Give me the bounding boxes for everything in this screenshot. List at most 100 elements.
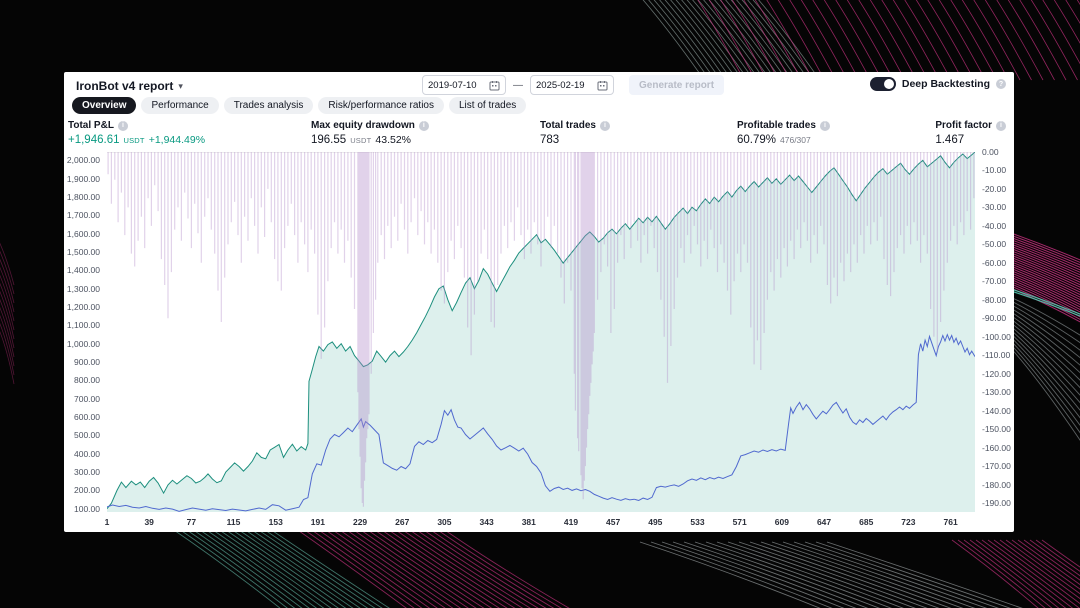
decoration-line bbox=[648, 0, 706, 75]
decoration-line bbox=[0, 282, 15, 331]
stat-value: +1,946.61 bbox=[68, 134, 120, 146]
axis-tick-label: 1,400.00 bbox=[66, 265, 100, 276]
tab-trades-analysis[interactable]: Trades analysis bbox=[223, 97, 314, 114]
decoration-line bbox=[697, 0, 756, 75]
axis-tick-label: -90.00 bbox=[982, 313, 1007, 324]
axis-tick-label: 1,500.00 bbox=[66, 247, 100, 258]
decoration-line bbox=[1007, 242, 1080, 273]
decoration-line bbox=[0, 323, 15, 376]
axis-tick-label: 200.00 bbox=[74, 485, 100, 496]
date-range-separator: — bbox=[513, 79, 523, 91]
info-icon[interactable]: i bbox=[996, 120, 1006, 131]
axis-tick-label: 1,600.00 bbox=[66, 228, 100, 239]
stat-label: Profitable trades bbox=[737, 120, 816, 131]
axis-tick-label: 400.00 bbox=[74, 448, 100, 459]
info-icon[interactable]: i bbox=[599, 120, 610, 131]
axis-tick-label: 533 bbox=[690, 517, 705, 527]
axis-tick-label: 723 bbox=[901, 517, 916, 527]
axis-tick-label: -60.00 bbox=[982, 257, 1007, 268]
decoration-line bbox=[1007, 330, 1080, 411]
axis-tick-label: 685 bbox=[859, 517, 874, 527]
decoration-line bbox=[692, 0, 750, 75]
decoration-line bbox=[1007, 260, 1080, 293]
axis-tick-label: -40.00 bbox=[982, 220, 1007, 231]
calendar-icon bbox=[489, 80, 500, 90]
decoration-line bbox=[361, 525, 485, 608]
decoration-line bbox=[999, 539, 1080, 600]
decoration-line bbox=[1007, 244, 1080, 276]
decoration-line bbox=[716, 541, 904, 608]
stat-value: 196.55 bbox=[311, 134, 347, 146]
info-icon[interactable]: i bbox=[819, 120, 830, 131]
decoration-line bbox=[686, 0, 745, 75]
decoration-line bbox=[1007, 262, 1080, 296]
chevron-down-icon: ▾ bbox=[178, 80, 183, 91]
date-to-value: 2025-02-19 bbox=[536, 79, 585, 91]
decoration-line bbox=[1007, 275, 1080, 310]
decoration-line bbox=[1053, 0, 1080, 44]
decoration-line bbox=[697, 0, 745, 81]
axis-tick-label: 115 bbox=[226, 517, 241, 527]
decoration-line bbox=[738, 541, 928, 608]
report-title-dropdown[interactable]: IronBot v4 report ▾ bbox=[76, 77, 183, 95]
info-icon[interactable]: i bbox=[418, 120, 429, 131]
axis-tick-label: 500.00 bbox=[74, 430, 100, 441]
axis-tick-label: 100.00 bbox=[74, 503, 100, 514]
axis-tick-label: -150.00 bbox=[982, 424, 1011, 435]
decoration-line bbox=[1007, 295, 1080, 336]
decoration-line bbox=[1007, 253, 1080, 286]
deep-backtesting-label: Deep Backtesting bbox=[901, 78, 990, 90]
decoration-line bbox=[1017, 539, 1080, 586]
axis-tick-label: -190.00 bbox=[982, 498, 1011, 508]
help-icon[interactable]: ? bbox=[996, 79, 1006, 89]
decoration-line bbox=[683, 541, 869, 608]
tab-performance[interactable]: Performance bbox=[141, 97, 219, 114]
date-to-input[interactable]: 2025-02-19 bbox=[530, 75, 614, 95]
decoration-line bbox=[0, 290, 15, 340]
decoration-line bbox=[1007, 235, 1080, 266]
info-icon[interactable]: i bbox=[117, 120, 128, 131]
stat-unit: USDT bbox=[123, 136, 145, 145]
decoration-line bbox=[396, 525, 524, 608]
decoration-line bbox=[431, 525, 562, 608]
axis-tick-label: 1,200.00 bbox=[66, 302, 100, 313]
decoration-line bbox=[789, 0, 837, 81]
decoration-line bbox=[1007, 341, 1080, 434]
decoration-line bbox=[653, 0, 712, 75]
axis-tick-label: 900.00 bbox=[74, 357, 100, 368]
stat-max-equity-drawdown: Max equity drawdown i 196.55 USDT 43.52% bbox=[311, 120, 429, 146]
decoration-line bbox=[650, 541, 833, 608]
decoration-line bbox=[1007, 284, 1080, 320]
decoration-line bbox=[1007, 266, 1080, 301]
axis-tick-label: -160.00 bbox=[982, 442, 1011, 453]
axis-tick-label: -140.00 bbox=[982, 405, 1011, 416]
date-from-input[interactable]: 2019-07-10 bbox=[422, 75, 506, 95]
decoration-line bbox=[1007, 327, 1080, 404]
axis-tick-label: -50.00 bbox=[982, 239, 1007, 250]
decoration-line bbox=[800, 0, 848, 81]
decoration-line bbox=[291, 525, 407, 608]
decoration-line bbox=[815, 541, 1011, 608]
decoration-line bbox=[167, 525, 281, 608]
decoration-line bbox=[720, 0, 768, 81]
axis-tick-label: -120.00 bbox=[982, 368, 1011, 379]
stat-label: Total trades bbox=[540, 120, 596, 131]
stat-value: 783 bbox=[540, 134, 560, 146]
equity-chart-plot[interactable] bbox=[107, 152, 975, 512]
decoration-line bbox=[1065, 0, 1080, 24]
decoration-line bbox=[752, 0, 811, 75]
decoration-line bbox=[754, 0, 802, 81]
axis-tick-label: 700.00 bbox=[74, 393, 100, 404]
generate-report-button[interactable]: Generate report bbox=[629, 75, 725, 95]
decoration-line bbox=[0, 258, 15, 304]
tab-risk-performance-ratios[interactable]: Risk/performance ratios bbox=[318, 97, 444, 114]
tab-overview[interactable]: Overview bbox=[72, 97, 137, 114]
axis-tick-label: -70.00 bbox=[982, 276, 1007, 287]
decoration-line bbox=[1035, 539, 1080, 572]
deep-backtesting-toggle[interactable] bbox=[869, 77, 896, 91]
stat-profitable-trades: Profitable trades i 60.79% 476/307 bbox=[737, 120, 830, 146]
decoration-line bbox=[672, 541, 857, 608]
decoration-line bbox=[1041, 539, 1080, 568]
decoration-line bbox=[0, 306, 15, 358]
tab-list-of-trades[interactable]: List of trades bbox=[449, 97, 527, 114]
